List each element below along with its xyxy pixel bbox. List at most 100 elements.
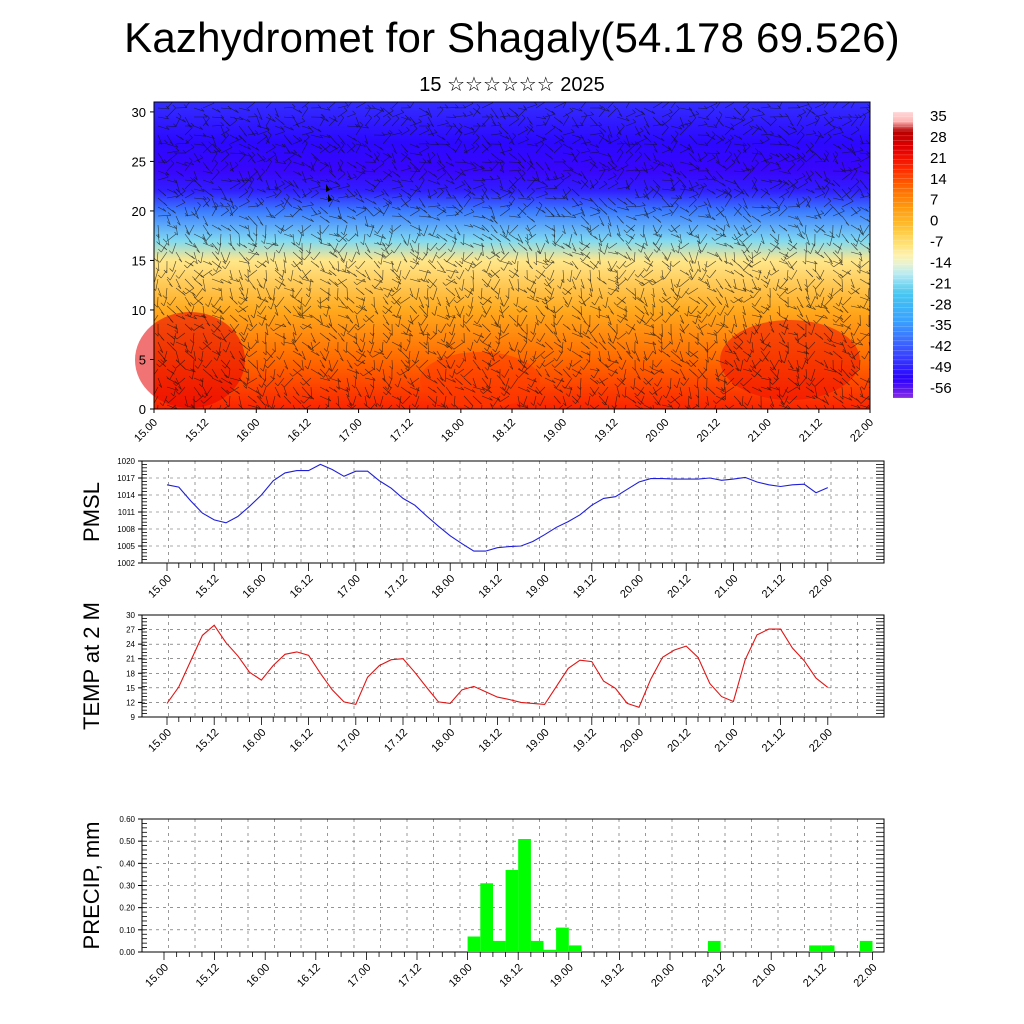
wind-barb — [400, 117, 409, 127]
wind-barb-flag — [551, 111, 555, 115]
wind-barb-flag — [577, 316, 581, 320]
wind-barb — [670, 179, 676, 191]
wind-barb-flag — [620, 141, 624, 145]
wind-barb-flag — [540, 140, 544, 145]
wind-barb-flag — [485, 228, 490, 233]
wind-barb-flag — [425, 127, 430, 131]
wind-barb — [796, 305, 804, 317]
wind-barb — [157, 206, 167, 212]
wind-barb — [526, 163, 534, 172]
wind-barb — [616, 152, 624, 163]
wind-barb — [665, 314, 672, 323]
wind-barb-flag — [191, 211, 195, 215]
wind-barb-flag — [838, 257, 842, 262]
wind-barb-flag — [524, 308, 528, 313]
wind-barb-flag — [272, 214, 276, 219]
wind-barb — [652, 278, 663, 286]
wind-barb — [616, 278, 620, 290]
wind-barb-flag — [362, 143, 366, 147]
wind-barb — [553, 197, 566, 199]
wind-barb — [742, 242, 750, 253]
wind-barb-flag — [537, 320, 542, 324]
wind-barb-flag — [279, 273, 283, 278]
wind-barb-flag — [336, 182, 341, 187]
wind-barb — [247, 269, 258, 278]
wind-barb — [409, 314, 414, 325]
wind-barb-flag — [341, 170, 346, 174]
wind-barb — [526, 199, 535, 208]
wind-barb — [436, 187, 448, 190]
wind-barb — [859, 156, 870, 163]
wind-barb — [159, 251, 168, 263]
wind-barb — [598, 269, 601, 281]
wind-barb-flag — [199, 301, 204, 306]
wind-barb-flag — [767, 208, 771, 213]
wind-barb-flag — [273, 303, 277, 308]
wind-barb-flag — [376, 264, 381, 269]
wind-barb — [697, 187, 704, 199]
wind-barb — [409, 128, 418, 136]
wind-barb — [355, 188, 363, 199]
wind-barb — [454, 224, 461, 236]
chart-title: Kazhydromet for Shagaly(54.178 69.526) — [124, 14, 900, 61]
wind-barb — [463, 260, 476, 266]
wind-barb-flag — [535, 322, 539, 326]
wind-barb-flag — [267, 305, 272, 310]
wind-barb-flag — [529, 161, 533, 165]
wind-barb — [427, 205, 441, 208]
wind-barb — [841, 269, 851, 275]
wind-barb-flag — [215, 251, 219, 255]
wind-barb-flag — [325, 178, 330, 183]
wind-barb — [634, 145, 642, 154]
wind-barb — [436, 296, 442, 306]
wind-barb — [157, 260, 160, 271]
wind-barb-flag — [524, 239, 529, 244]
wind-barb-flag — [652, 241, 657, 246]
wind-barb-flag — [407, 319, 412, 324]
wind-barb — [184, 251, 195, 260]
wind-barb — [301, 323, 313, 329]
wind-barb-flag — [784, 157, 788, 162]
wind-barb-flag — [250, 176, 255, 180]
wind-barb-flag — [193, 178, 197, 182]
wind-barb — [516, 296, 519, 307]
wind-barb — [805, 278, 809, 292]
wind-barb-flag — [776, 293, 781, 297]
wind-barb — [643, 224, 645, 238]
wind-barb-flag — [166, 221, 171, 225]
wind-barb — [445, 206, 456, 209]
wind-barb-flag — [306, 249, 310, 254]
wind-barb — [634, 130, 644, 136]
wind-barb-flag — [352, 209, 357, 213]
wind-barb — [823, 200, 831, 208]
wind-barb-flag — [356, 251, 360, 255]
wind-barb-flag — [261, 240, 265, 244]
wind-barb-flag — [496, 192, 501, 196]
wind-barb — [202, 314, 211, 327]
wind-barb — [283, 251, 287, 263]
wind-barb-flag — [470, 126, 475, 131]
wind-barb — [667, 251, 672, 261]
wind-barb-flag — [632, 109, 636, 113]
wind-barb — [580, 296, 587, 307]
wind-barb-flag — [470, 102, 474, 104]
wind-barb-flag — [662, 319, 666, 323]
wind-barb — [391, 152, 396, 163]
wind-barb-flag — [588, 293, 593, 298]
wind-barb-flag — [265, 127, 270, 131]
wind-barb — [607, 125, 613, 138]
wind-barb — [490, 162, 499, 172]
wind-barb-flag — [390, 268, 394, 273]
wind-barb-flag — [569, 107, 574, 112]
wind-barb — [756, 242, 762, 254]
wind-barb — [301, 215, 314, 222]
wind-barb — [625, 260, 636, 268]
wind-barb — [627, 269, 636, 281]
wind-barb-flag — [423, 168, 428, 172]
wind-barb — [319, 116, 329, 122]
wind-barb-flag — [274, 185, 279, 190]
wind-barb — [499, 233, 511, 242]
wind-barb — [758, 314, 762, 327]
wind-barb-flag — [614, 250, 619, 255]
wind-barb-flag — [488, 272, 493, 277]
